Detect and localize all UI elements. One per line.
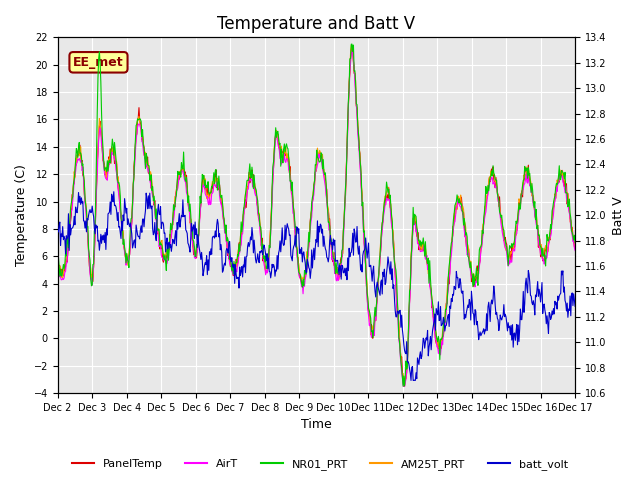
Y-axis label: Batt V: Batt V (612, 196, 625, 235)
Text: EE_met: EE_met (73, 56, 124, 69)
Legend: PanelTemp, AirT, NR01_PRT, AM25T_PRT, batt_volt: PanelTemp, AirT, NR01_PRT, AM25T_PRT, ba… (68, 455, 572, 474)
Y-axis label: Temperature (C): Temperature (C) (15, 164, 28, 266)
X-axis label: Time: Time (301, 419, 332, 432)
Title: Temperature and Batt V: Temperature and Batt V (218, 15, 415, 33)
